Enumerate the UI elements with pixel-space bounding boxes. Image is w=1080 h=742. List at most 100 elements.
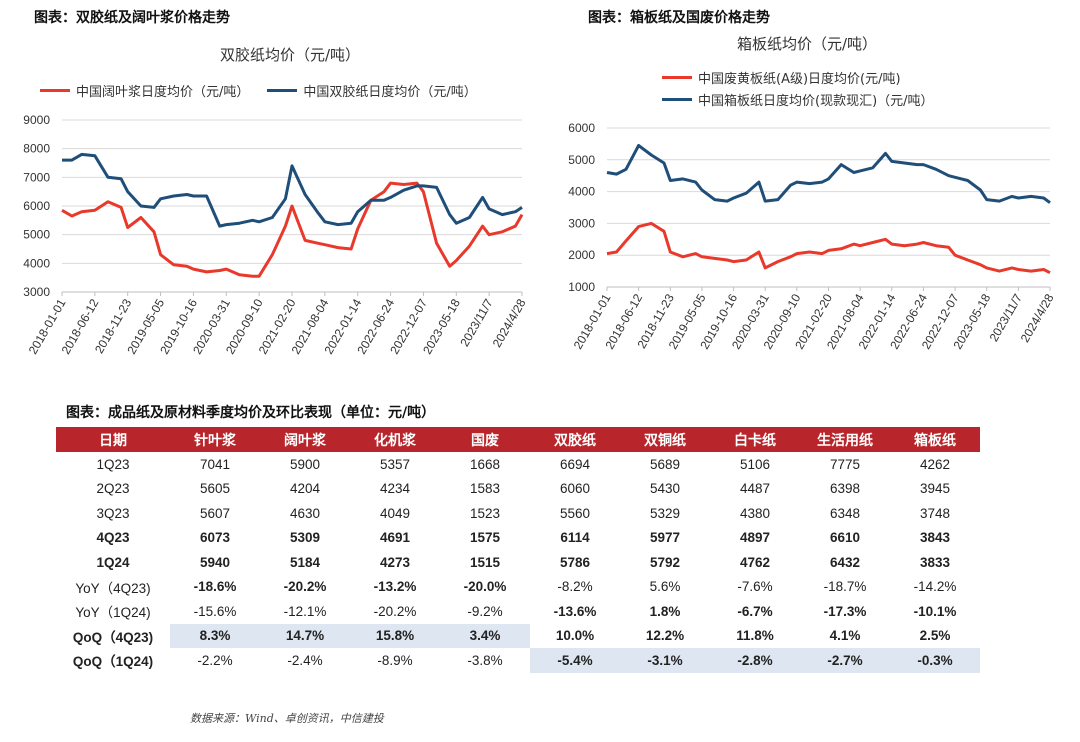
value-cell: -3.8% xyxy=(467,652,503,668)
value-cell: 4.1% xyxy=(829,628,861,644)
value-cell: 3833 xyxy=(919,554,951,570)
y-tick-label: 8000 xyxy=(23,142,50,156)
table-row: YoY（4Q23) -18.6% -20.2% -13.2% -20.0% -8.2% 5.… xyxy=(56,575,980,600)
value-cell: 4262 xyxy=(919,456,951,472)
legend-label-waste-paper: 中国废黄板纸(A级)日度均价(元/吨) xyxy=(698,71,901,87)
series-line-red xyxy=(61,181,524,278)
y-tick-label: 5000 xyxy=(23,228,50,242)
value-cell: -5.4% xyxy=(530,648,620,673)
value-cell: 6694 xyxy=(559,456,591,472)
value-cell: -2.7% xyxy=(800,648,890,673)
value-cell: 4691 xyxy=(379,530,411,546)
price-table: 日期 针叶浆 阔叶浆 化机浆 国废 双胶纸 双铜纸 白卡纸 生活用纸 箱板纸 1… xyxy=(56,427,980,673)
value-cell: 10.0% xyxy=(555,628,595,644)
value-cell: -20.2% xyxy=(373,603,417,619)
value-cell: 5786 xyxy=(559,554,591,570)
y-tick-label: 3000 xyxy=(23,285,50,299)
row-label-cell: 1Q24 xyxy=(96,554,130,570)
value-cell: -3.1% xyxy=(620,648,710,673)
value-cell: -10.1% xyxy=(913,603,957,619)
value-cell: 5329 xyxy=(649,505,681,521)
table-title: 图表：成品纸及原材料季度均价及环比表现（单位：元/吨） xyxy=(66,405,436,421)
row-label-cell: 3Q23 xyxy=(96,505,130,521)
y-tick-label: 7000 xyxy=(23,170,50,184)
value-cell: 14.7% xyxy=(260,623,350,648)
table-row: QoQ（1Q24) -2.2% -2.4% -8.9% -3.8% -5.4% -3.1% -… xyxy=(56,648,980,673)
value-cell: 12.2% xyxy=(645,628,685,644)
header-cell: 双铜纸 xyxy=(620,427,710,452)
value-cell: -2.2% xyxy=(197,652,233,668)
value-cell: -9.2% xyxy=(467,603,503,619)
value-cell: 1583 xyxy=(469,481,501,497)
value-cell: -6.7% xyxy=(737,603,773,619)
legend-swatch-hardwood-pulp xyxy=(40,88,70,92)
value-cell: 6398 xyxy=(829,481,861,497)
header-cell: 双胶纸 xyxy=(530,427,620,452)
value-cell: 1575 xyxy=(469,530,501,546)
value-cell: 4630 xyxy=(289,505,321,521)
value-cell: 6073 xyxy=(199,530,231,546)
value-cell: 4762 xyxy=(739,554,771,570)
y-tick-label: 6000 xyxy=(23,199,50,213)
legend-swatch-waste-paper xyxy=(662,75,692,79)
value-cell: 5.6% xyxy=(649,579,681,595)
value-cell: 5940 xyxy=(199,554,231,570)
chart-title: 双胶纸均价（元/吨） xyxy=(220,46,360,64)
value-cell: -2.4% xyxy=(287,652,323,668)
row-label-cell: 2Q23 xyxy=(96,481,130,497)
value-cell: -13.6% xyxy=(553,603,597,619)
value-cell: 1668 xyxy=(469,456,501,472)
value-cell: -17.3% xyxy=(823,603,867,619)
row-label-cell: YoY（1Q24) xyxy=(75,605,151,621)
legend-label-hardwood-pulp: 中国阔叶浆日度均价（元/吨） xyxy=(76,84,250,100)
header-cell: 日期 xyxy=(56,427,170,452)
table-row: YoY（1Q24) -15.6% -12.1% -20.2% -9.2% -13.6% 1.… xyxy=(56,599,980,624)
row-label-cell: 1Q23 xyxy=(96,456,130,472)
value-cell: 6114 xyxy=(560,530,590,546)
value-cell: 2.5% xyxy=(919,628,951,644)
legend-item-waste-paper: 中国废黄板纸(A级)日度均价(元/吨) xyxy=(662,66,934,88)
value-cell: 3945 xyxy=(919,481,951,497)
value-cell: 11.8% xyxy=(736,628,774,644)
value-cell: 8.3% xyxy=(170,623,260,648)
value-cell: -20.2% xyxy=(283,579,327,595)
right-chart-legend: 中国废黄板纸(A级)日度均价(元/吨) 中国箱板纸日度均价(现款现汇)（元/吨） xyxy=(662,66,934,110)
value-cell: 15.8% xyxy=(350,623,440,648)
value-cell: -12.1% xyxy=(283,603,327,619)
value-cell: 4234 xyxy=(379,481,411,497)
legend-label-containerboard: 中国箱板纸日度均价(现款现汇)（元/吨） xyxy=(698,93,934,109)
value-cell: 4049 xyxy=(379,505,411,521)
chart-title: 箱板纸均价（元/吨） xyxy=(737,35,877,53)
value-cell: 5792 xyxy=(649,554,681,570)
table-row: QoQ（4Q23) 8.3% 14.7% 15.8% 3.4% 10.0% 12.2% 11.… xyxy=(56,623,980,648)
value-cell: 6060 xyxy=(559,481,591,497)
value-cell: -14.2% xyxy=(913,579,957,595)
containerboard-price-chart: 箱板纸均价（元/吨）1000200030004000500060002018-0… xyxy=(568,35,1056,352)
value-cell: 5309 xyxy=(289,530,321,546)
value-cell: 7041 xyxy=(199,456,231,472)
value-cell: 3748 xyxy=(919,505,951,521)
value-cell: 6348 xyxy=(829,505,861,521)
value-cell: 5184 xyxy=(289,554,321,570)
series-line-blue xyxy=(62,152,523,228)
left-figure-heading: 图表：双胶纸及阔叶浆价格走势 xyxy=(34,10,230,26)
table-header-row: 日期 针叶浆 阔叶浆 化机浆 国废 双胶纸 双铜纸 白卡纸 生活用纸 箱板纸 xyxy=(56,427,980,452)
value-cell: 5977 xyxy=(649,530,681,546)
header-cell: 针叶浆 xyxy=(170,427,260,452)
legend-swatch-offset-paper xyxy=(267,88,298,92)
value-cell: 1.8% xyxy=(649,603,681,619)
row-label-cell: QoQ（4Q23) xyxy=(72,629,154,645)
x-tick-label: 2024/4/28 xyxy=(490,296,529,350)
right-figure-heading: 图表：箱板纸及国废价格走势 xyxy=(588,10,770,26)
legend-label-offset-paper: 中国双胶纸日度均价（元/吨） xyxy=(303,84,477,100)
table-row: 2Q23 5605 4204 4234 1583 6060 5430 4487 6398 3945 xyxy=(56,477,980,502)
value-cell: -7.6% xyxy=(737,579,773,595)
y-tick-label: 4000 xyxy=(23,256,50,270)
series-line-red xyxy=(606,221,1051,275)
value-cell: 1523 xyxy=(469,505,501,521)
value-cell: 5689 xyxy=(649,456,681,472)
value-cell: -13.2% xyxy=(373,579,417,595)
left-chart-legend: 中国阔叶浆日度均价（元/吨） 中国双胶纸日度均价（元/吨） xyxy=(40,79,477,101)
value-cell: 6610 xyxy=(829,530,861,546)
value-cell: 6432 xyxy=(829,554,861,570)
